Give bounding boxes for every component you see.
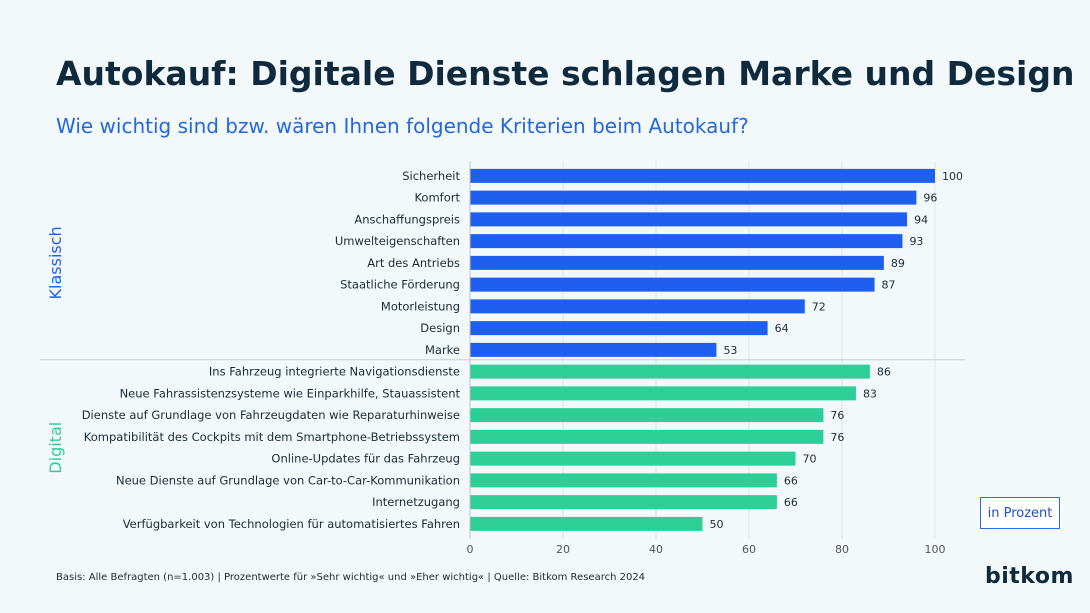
x-tick-label: 100 <box>925 543 946 556</box>
group-label: Klassisch <box>46 226 65 299</box>
data-label: 50 <box>710 518 724 531</box>
data-label: 83 <box>863 387 877 400</box>
data-label: 93 <box>909 235 923 248</box>
category-label: Design <box>420 321 460 335</box>
bar <box>470 386 856 401</box>
bar <box>470 190 917 205</box>
category-label: Art des Antriebs <box>367 256 460 270</box>
bar <box>470 429 824 444</box>
group-label: Digital <box>46 422 65 474</box>
data-label: 100 <box>942 170 963 183</box>
bar <box>470 516 703 531</box>
category-label: Dienste auf Grundlage von Fahrzeugdaten … <box>82 408 460 422</box>
data-label: 87 <box>882 279 896 292</box>
bar <box>470 495 777 510</box>
data-label: 76 <box>830 409 844 422</box>
category-label: Komfort <box>414 191 460 205</box>
data-label: 94 <box>914 213 928 226</box>
category-label: Ins Fahrzeug integrierte Navigationsdien… <box>209 365 460 379</box>
category-label: Kompatibilität des Cockpits mit dem Smar… <box>84 430 460 444</box>
bar <box>470 299 805 314</box>
bar <box>470 451 796 466</box>
x-tick-label: 40 <box>649 543 663 556</box>
data-label: 86 <box>877 366 891 379</box>
category-label: Neue Dienste auf Grundlage von Car-to-Ca… <box>116 473 460 487</box>
data-label: 64 <box>775 322 789 335</box>
bar <box>470 364 870 379</box>
data-label: 53 <box>723 344 737 357</box>
data-label: 70 <box>803 453 817 466</box>
category-label: Online-Updates für das Fahrzeug <box>271 452 460 466</box>
category-label: Motorleistung <box>381 299 460 313</box>
chart-title: Autokauf: Digitale Dienste schlagen Mark… <box>56 54 1075 93</box>
bar <box>470 473 777 488</box>
bar <box>470 342 717 357</box>
category-label: Internetzugang <box>372 495 460 509</box>
data-label: 96 <box>923 192 937 205</box>
data-label: 66 <box>784 474 798 487</box>
bar <box>470 212 908 227</box>
category-label: Verfügbarkeit von Technologien für autom… <box>123 517 460 531</box>
unit-label-box: in Prozent <box>980 497 1060 529</box>
category-label: Marke <box>425 343 460 357</box>
x-tick-label: 20 <box>556 543 570 556</box>
category-label: Anschaffungspreis <box>354 212 460 226</box>
data-label: 89 <box>891 257 905 270</box>
x-tick-label: 60 <box>742 543 756 556</box>
bar <box>470 321 768 336</box>
bar <box>470 255 884 270</box>
bar <box>470 234 903 249</box>
data-label: 76 <box>830 431 844 444</box>
category-label: Neue Fahrassistenzsysteme wie Einparkhil… <box>120 386 461 400</box>
bar <box>470 168 935 183</box>
data-label: 72 <box>812 300 826 313</box>
footnote: Basis: Alle Befragten (n=1.003) | Prozen… <box>56 572 646 583</box>
x-tick-label: 0 <box>467 543 474 556</box>
bitkom-logo: bitkom <box>985 564 1074 589</box>
bar <box>470 408 824 423</box>
category-label: Umwelteigenschaften <box>335 234 460 248</box>
x-tick-label: 80 <box>835 543 849 556</box>
category-label: Staatliche Förderung <box>340 278 460 292</box>
data-label: 66 <box>784 496 798 509</box>
chart-subtitle: Wie wichtig sind bzw. wären Ihnen folgen… <box>56 114 749 138</box>
category-label: Sicherheit <box>402 169 460 183</box>
bar <box>470 277 875 292</box>
